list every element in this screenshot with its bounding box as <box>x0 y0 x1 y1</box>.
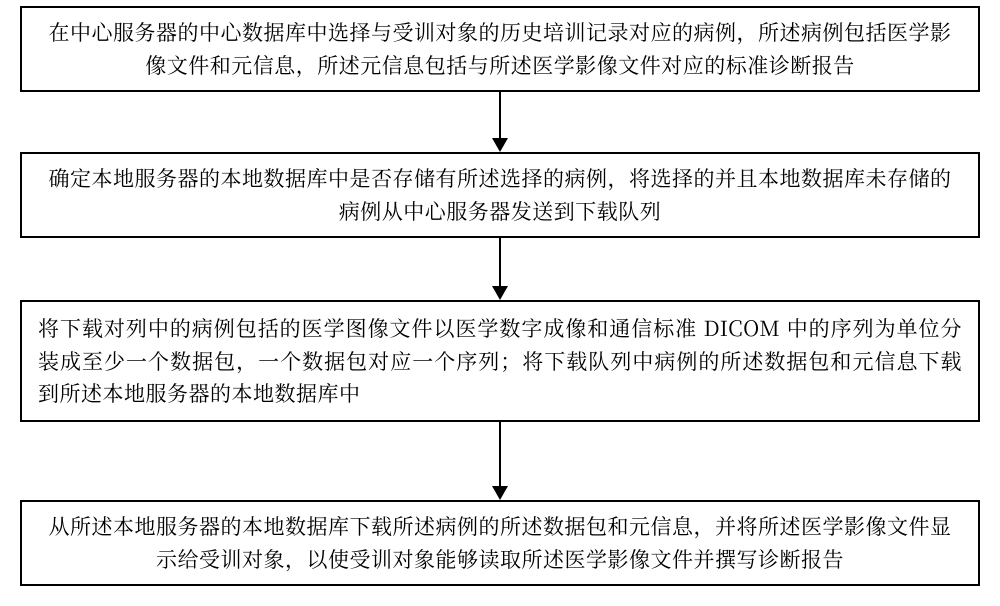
flow-step-2: 确定本地服务器的本地数据库中是否存储有所述选择的病例，将选择的并且本地数据库未存… <box>20 152 980 238</box>
flow-step-2-text: 确定本地服务器的本地数据库中是否存储有所述选择的病例，将选择的并且本地数据库未存… <box>38 162 962 227</box>
arrow-3-4 <box>492 422 508 500</box>
arrow-1-2 <box>492 92 508 152</box>
flow-step-3: 将下载对列中的病例包括的医学图像文件以医学数字成像和通信标准 DICOM 中的序… <box>20 300 980 422</box>
flow-step-1-text: 在中心服务器的中心数据库中选择与受训对象的历史培训记录对应的病例，所述病例包括医… <box>38 16 962 81</box>
flow-step-4: 从所述本地服务器的本地数据库下载所述病例的所述数据包和元信息，并将所述医学影像文… <box>20 500 980 586</box>
flow-step-4-text: 从所述本地服务器的本地数据库下载所述病例的所述数据包和元信息，并将所述医学影像文… <box>38 510 962 575</box>
flowchart-canvas: 在中心服务器的中心数据库中选择与受训对象的历史培训记录对应的病例，所述病例包括医… <box>0 0 1000 606</box>
flow-step-1: 在中心服务器的中心数据库中选择与受训对象的历史培训记录对应的病例，所述病例包括医… <box>20 6 980 92</box>
flow-step-3-text: 将下载对列中的病例包括的医学图像文件以医学数字成像和通信标准 DICOM 中的序… <box>38 312 962 410</box>
arrow-2-3 <box>492 238 508 300</box>
